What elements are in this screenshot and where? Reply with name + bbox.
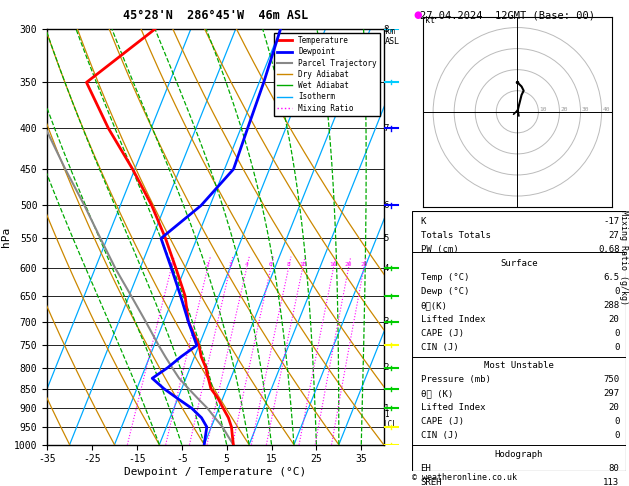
Y-axis label: hPa: hPa	[1, 227, 11, 247]
Text: 0: 0	[614, 432, 620, 440]
Text: 113: 113	[603, 478, 620, 486]
Text: 40: 40	[603, 107, 610, 112]
Text: 8: 8	[384, 25, 389, 34]
Text: Pressure (mb): Pressure (mb)	[421, 375, 491, 384]
Text: 2: 2	[384, 363, 389, 372]
Text: 20: 20	[345, 262, 352, 267]
Text: CIN (J): CIN (J)	[421, 343, 458, 352]
Text: Lifted Index: Lifted Index	[421, 315, 485, 324]
Text: K: K	[421, 217, 426, 226]
Text: 0: 0	[614, 417, 620, 426]
Text: kt: kt	[425, 17, 435, 25]
Text: 4: 4	[245, 262, 248, 267]
Text: Dewp (°C): Dewp (°C)	[421, 287, 469, 296]
Text: 297: 297	[603, 389, 620, 399]
Text: © weatheronline.co.uk: © weatheronline.co.uk	[412, 473, 517, 482]
Text: km
ASL: km ASL	[385, 27, 400, 46]
Text: EH: EH	[421, 464, 431, 473]
Text: 6.5: 6.5	[603, 273, 620, 282]
Text: ●: ●	[414, 10, 423, 20]
Text: 0.68: 0.68	[598, 244, 620, 254]
Text: 3: 3	[384, 317, 389, 326]
Text: 1: 1	[169, 262, 173, 267]
Text: Hodograph: Hodograph	[495, 450, 543, 459]
Text: 4: 4	[384, 264, 389, 273]
Text: Mixing Ratio (g/kg): Mixing Ratio (g/kg)	[619, 210, 628, 305]
Text: CAPE (J): CAPE (J)	[421, 329, 464, 338]
Text: 80: 80	[609, 464, 620, 473]
Text: 10: 10	[540, 107, 547, 112]
Text: Most Unstable: Most Unstable	[484, 361, 554, 370]
Text: 20: 20	[609, 315, 620, 324]
Text: 16: 16	[330, 262, 337, 267]
Text: 27.04.2024  12GMT (Base: 00): 27.04.2024 12GMT (Base: 00)	[420, 10, 595, 20]
Text: 30: 30	[582, 107, 589, 112]
Text: 750: 750	[603, 375, 620, 384]
Text: 20: 20	[609, 403, 620, 412]
Text: 7: 7	[384, 124, 389, 133]
Text: -17: -17	[603, 217, 620, 226]
Text: 5: 5	[384, 234, 389, 243]
Text: 0: 0	[614, 287, 620, 296]
Text: 27: 27	[609, 231, 620, 240]
Text: 0: 0	[614, 343, 620, 352]
Text: 45°28'N  286°45'W  46m ASL: 45°28'N 286°45'W 46m ASL	[123, 9, 308, 22]
Text: 1
LCL: 1 LCL	[384, 410, 398, 429]
Text: 2: 2	[206, 262, 209, 267]
Legend: Temperature, Dewpoint, Parcel Trajectory, Dry Adiabat, Wet Adiabat, Isotherm, Mi: Temperature, Dewpoint, Parcel Trajectory…	[274, 33, 380, 116]
Text: θᴇ (K): θᴇ (K)	[421, 389, 453, 399]
Text: 8: 8	[287, 262, 291, 267]
Text: CAPE (J): CAPE (J)	[421, 417, 464, 426]
Text: 20: 20	[560, 107, 568, 112]
Text: 0: 0	[614, 329, 620, 338]
Text: SREH: SREH	[421, 478, 442, 486]
Text: 1: 1	[384, 404, 389, 413]
Text: 288: 288	[603, 301, 620, 310]
Text: Lifted Index: Lifted Index	[421, 403, 485, 412]
Text: Temp (°C): Temp (°C)	[421, 273, 469, 282]
Text: θᴇ(K): θᴇ(K)	[421, 301, 447, 310]
X-axis label: Dewpoint / Temperature (°C): Dewpoint / Temperature (°C)	[125, 467, 306, 477]
Text: 10: 10	[299, 262, 306, 267]
Text: CIN (J): CIN (J)	[421, 432, 458, 440]
Text: Totals Totals: Totals Totals	[421, 231, 491, 240]
Text: 6: 6	[384, 201, 389, 210]
Text: Surface: Surface	[500, 259, 538, 268]
Text: 6: 6	[269, 262, 272, 267]
Text: PW (cm): PW (cm)	[421, 244, 458, 254]
Text: 3: 3	[228, 262, 232, 267]
Text: 25: 25	[360, 262, 367, 267]
